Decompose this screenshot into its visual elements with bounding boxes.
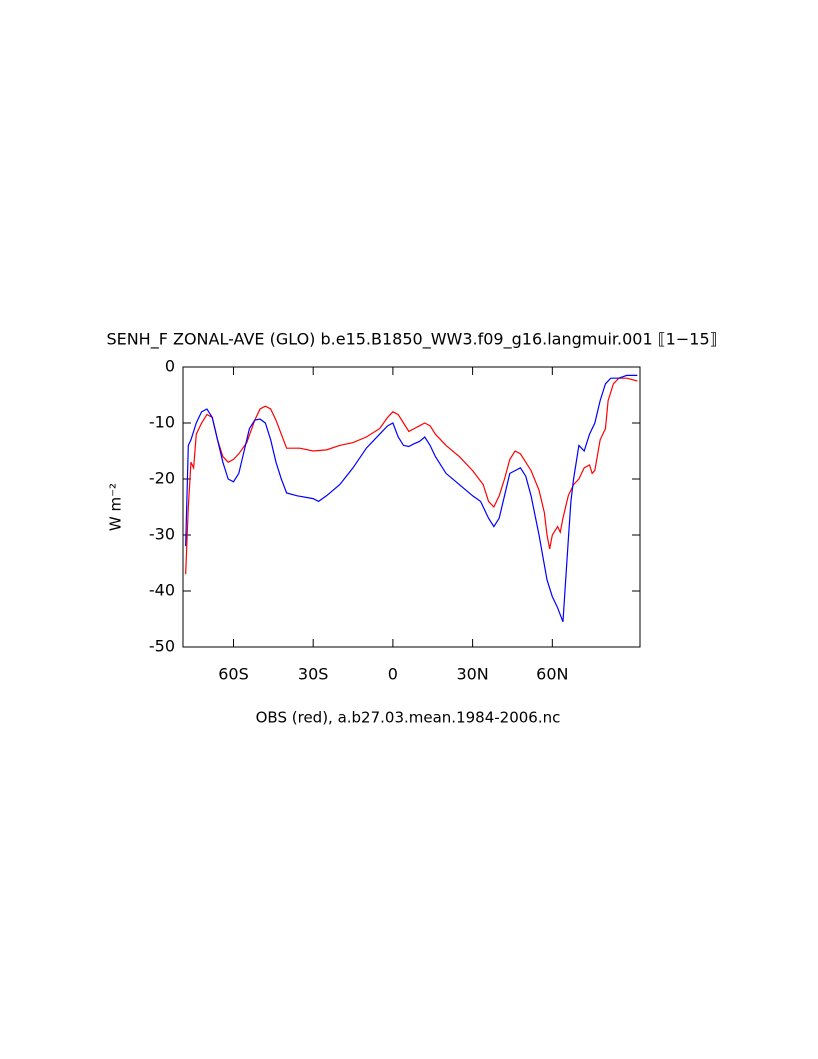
plot-frame	[182, 366, 641, 648]
y-axis-label: W m⁻²	[107, 483, 125, 531]
x-tick-label: 30N	[456, 665, 488, 684]
y-tick-label: -20	[149, 469, 175, 488]
y-tick-label: 0	[165, 357, 175, 376]
y-tick-label: -50	[149, 637, 175, 656]
y-tick-label: -40	[149, 581, 175, 600]
y-tick-label: -10	[149, 413, 175, 432]
x-tick-label: 0	[388, 665, 398, 684]
series-line	[185, 377, 638, 575]
chart-title: SENH_F ZONAL-AVE (GLO) b.e15.B1850_WW3.f…	[106, 330, 717, 350]
y-tick-label: -30	[149, 525, 175, 544]
x-tick-label: 60N	[536, 665, 568, 684]
x-tick-label: 30S	[298, 665, 329, 684]
series-line	[185, 374, 638, 623]
x-axis-label: OBS (red), a.b27.03.mean.1984-2006.nc	[256, 709, 561, 727]
x-tick-label: 60S	[218, 665, 249, 684]
